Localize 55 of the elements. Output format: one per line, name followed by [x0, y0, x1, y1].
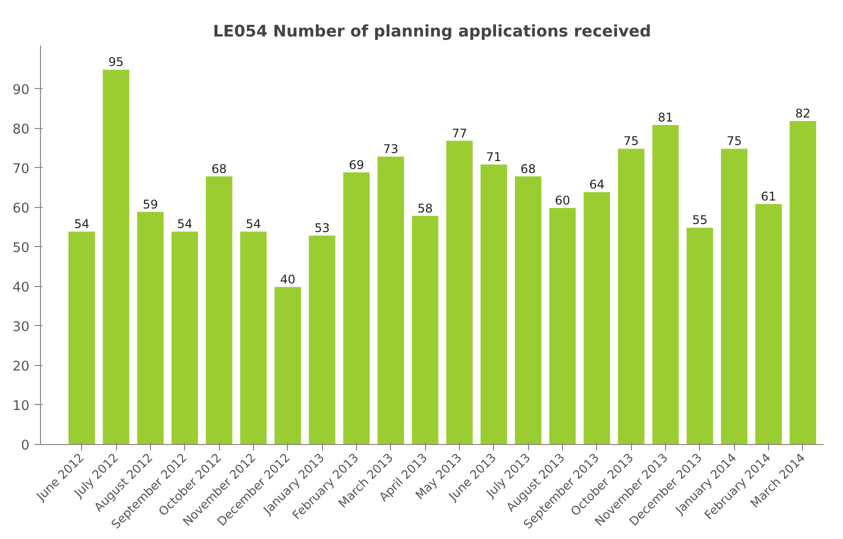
- bar: [376, 156, 406, 444]
- bar: [410, 214, 440, 444]
- data-label: 40: [280, 272, 296, 286]
- data-label: 54: [74, 217, 90, 232]
- data-label: 82: [795, 106, 811, 121]
- y-tick-label: 90: [12, 82, 30, 98]
- bar: [480, 164, 508, 444]
- data-label: 95: [108, 55, 124, 70]
- bar: [720, 148, 748, 444]
- y-tick-label: 30: [12, 320, 30, 335]
- data-label: 58: [417, 201, 433, 216]
- bar: [136, 210, 165, 444]
- data-label: 75: [624, 134, 639, 148]
- data-label: 68: [211, 162, 227, 176]
- y-tick-label: 40: [12, 280, 30, 296]
- data-label: 60: [554, 193, 570, 208]
- bar: [308, 234, 336, 444]
- data-label: 69: [348, 158, 364, 172]
- data-label: 61: [760, 190, 776, 204]
- bar: [204, 175, 234, 444]
- y-tick-label: 80: [12, 122, 30, 138]
- y-tick-label: 20: [12, 359, 30, 374]
- data-label: 54: [246, 217, 262, 232]
- bar: [102, 68, 130, 444]
- bar: [582, 191, 612, 444]
- chart-title: LE054 Number of planning applications received: [212, 22, 652, 40]
- bar: [754, 203, 783, 444]
- y-tick-label: 0: [21, 438, 30, 454]
- bar: [616, 148, 646, 444]
- y-tick-label: 50: [12, 240, 30, 256]
- data-label: 71: [486, 150, 502, 164]
- bar: [170, 230, 199, 444]
- data-label: 59: [142, 197, 158, 212]
- bar: [342, 171, 371, 444]
- data-label: 73: [383, 142, 398, 156]
- bar: [686, 226, 714, 444]
- data-label: 53: [314, 221, 330, 236]
- bar: [548, 206, 577, 444]
- data-label: 54: [177, 217, 192, 232]
- y-tick-label: 60: [12, 201, 30, 216]
- bar: [67, 230, 96, 444]
- bar: [788, 120, 818, 444]
- data-label: 55: [692, 213, 708, 228]
- bar: [445, 140, 474, 444]
- bar: [239, 230, 268, 444]
- bar: [651, 124, 680, 444]
- data-label: 68: [520, 162, 536, 176]
- data-label: 75: [726, 134, 742, 148]
- data-label: 81: [658, 110, 674, 125]
- y-tick-label: 70: [12, 162, 30, 177]
- data-label: 64: [589, 178, 604, 192]
- y-tick-label: 10: [12, 398, 30, 414]
- bar: [514, 175, 542, 444]
- bar: [274, 286, 302, 444]
- data-label: 77: [452, 126, 468, 140]
